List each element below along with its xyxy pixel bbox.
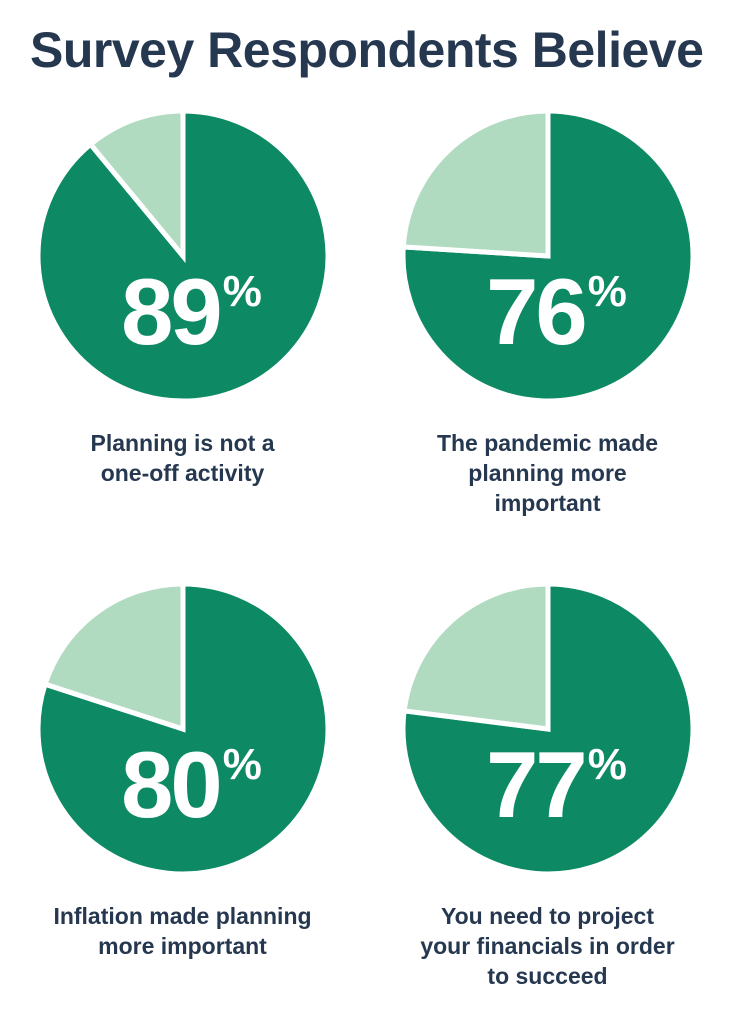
pie-cell-project-financials: 77 % You need to project your financials… [365,579,730,992]
caption-line: Planning is not a [90,429,275,456]
pie-value-label: 76 % [486,258,627,364]
pie-svg [35,581,330,877]
page-title: Survey Respondents Believe [30,22,704,78]
pie-chart-planning-not-one-off: 89 % [33,106,333,406]
pie-cell-planning-not-one-off: 89 % Planning is not a one-off activity [0,106,365,519]
caption-line: to succeed [487,963,608,990]
pie-value-label: 77 % [486,731,627,837]
caption-line: your financials in order [420,932,675,959]
percent-sign: % [587,266,627,316]
caption-line: one-off activity [100,459,265,486]
pie-caption: The pandemic made planning more importan… [437,428,658,519]
pie-svg [400,581,695,877]
caption-line: You need to project [441,902,654,929]
pie-cell-pandemic: 76 % The pandemic made planning more imp… [365,106,730,519]
pie-chart-project-financials: 77 % [398,579,698,879]
pie-caption: You need to project your financials in o… [420,901,674,992]
caption-line: planning more [468,459,627,486]
pie-chart-pandemic: 76 % [398,106,698,406]
pie-cell-inflation: 80 % Inflation made planning more import… [0,579,365,992]
pie-value-number: 80 [121,731,223,837]
pie-caption: Planning is not a one-off activity [90,428,274,489]
caption-line: The pandemic made [436,429,659,456]
pie-svg [35,107,330,403]
pie-value-number: 77 [486,731,588,837]
pie-value-label: 80 % [121,731,262,837]
pie-value-number: 89 [121,258,223,364]
caption-line: important [494,490,601,517]
percent-sign: % [587,739,627,789]
percent-sign: % [222,266,262,316]
pie-value-number: 76 [486,258,588,364]
caption-line: Inflation made planning [53,902,312,929]
pie-caption: Inflation made planning more important [53,901,311,962]
pie-chart-inflation: 80 % [33,579,333,879]
pie-svg [400,107,696,403]
caption-line: more important [98,932,267,959]
pie-grid: 89 % Planning is not a one-off activity … [0,106,730,992]
percent-sign: % [222,739,262,789]
pie-value-label: 89 % [121,258,262,364]
